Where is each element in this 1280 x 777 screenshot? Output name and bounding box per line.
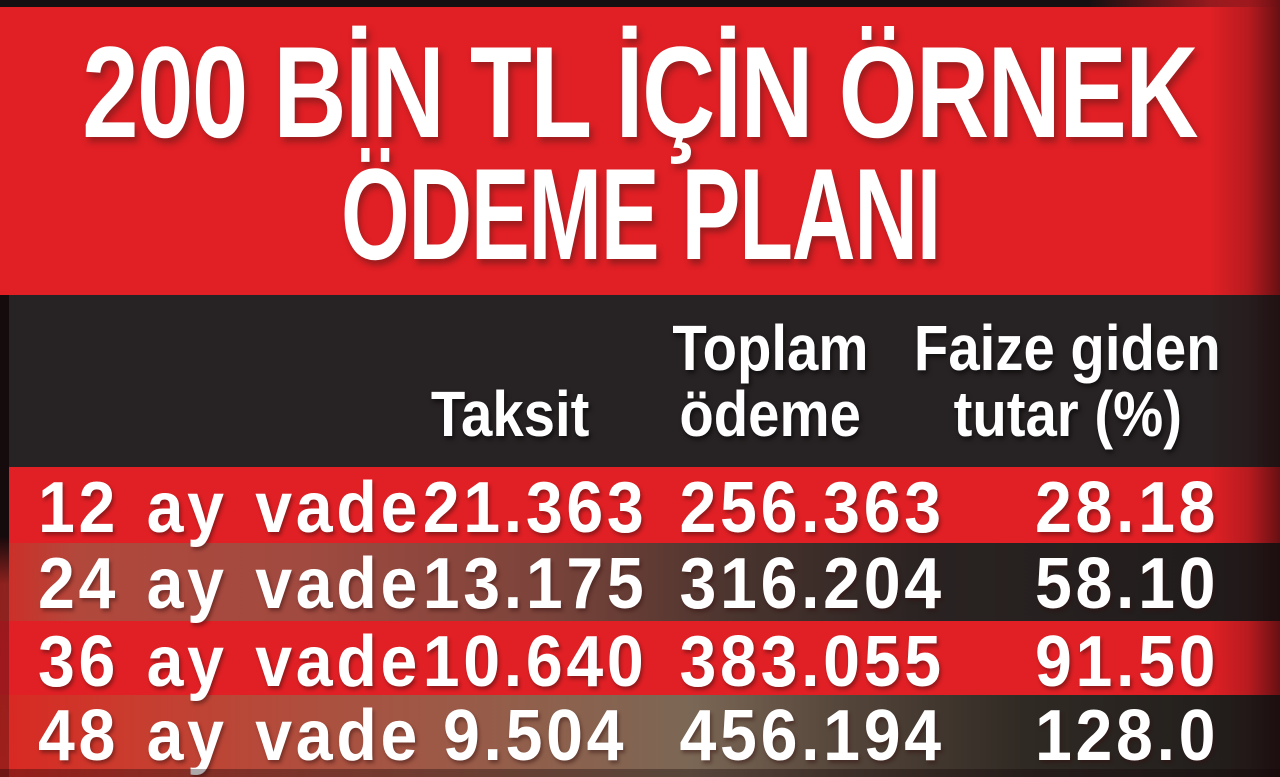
- column-header-faize-giden: Faize giden tutar (%): [914, 295, 1221, 467]
- cell-vade: 48 ay vade: [38, 696, 421, 776]
- cell-toplam-odeme: 316.204: [679, 544, 946, 624]
- column-header-vade-empty: [0, 295, 420, 467]
- page-title-line1: 200 BİN TL İÇİN ÖRNEK: [82, 18, 1199, 165]
- column-header-taksit: Taksit: [395, 295, 625, 467]
- top-border-artifact: [0, 0, 1280, 7]
- cell-faize-giden: 128.0: [1035, 696, 1220, 776]
- table-header-row: Taksit Toplam ödeme Faize giden tutar (%…: [0, 295, 1280, 467]
- cell-vade: 36 ay vade: [38, 622, 421, 702]
- column-header-taksit-label: Taksit: [430, 378, 590, 450]
- column-header-faiz-line1: Faize giden: [914, 312, 1221, 384]
- column-header-toplam-odeme: Toplam ödeme: [608, 295, 933, 467]
- cell-faize-giden: 91.50: [1035, 622, 1220, 702]
- table-row: 24 ay vade 13.175 316.204 58.10: [0, 543, 1280, 624]
- cell-faize-giden: 58.10: [1035, 544, 1220, 624]
- right-edge-shadow: [1210, 0, 1280, 777]
- cell-faize-giden: 28.18: [1035, 468, 1220, 548]
- cell-taksit: 13.175: [422, 544, 648, 624]
- table-body: 12 ay vade 21.363 256.363 28.18 24 ay va…: [0, 467, 1280, 777]
- cell-toplam-odeme: 456.194: [679, 696, 946, 776]
- table-row: 36 ay vade 10.640 383.055 91.50: [0, 621, 1280, 702]
- bottom-edge-shadow: [0, 769, 1280, 777]
- column-header-faiz-line2: tutar (%): [953, 378, 1182, 450]
- column-header-toplam-line1: Toplam: [672, 312, 869, 384]
- cell-toplam-odeme: 256.363: [679, 468, 946, 548]
- cell-taksit: 10.640: [422, 622, 648, 702]
- cell-taksit: 9.504: [442, 696, 628, 776]
- cell-vade: 24 ay vade: [38, 544, 421, 624]
- left-border-artifact: [0, 295, 9, 777]
- page-title-line2: ÖDEME PLANI: [340, 140, 941, 287]
- table-row: 48 ay vade 9.504 456.194 128.0: [0, 695, 1280, 777]
- cell-toplam-odeme: 383.055: [679, 622, 946, 702]
- cell-taksit: 21.363: [422, 468, 648, 548]
- title-band: 200 BİN TL İÇİN ÖRNEK ÖDEME PLANI: [0, 0, 1280, 295]
- cell-vade: 12 ay vade: [38, 468, 421, 548]
- column-header-toplam-line2: ödeme: [679, 378, 862, 450]
- table-row: 12 ay vade 21.363 256.363 28.18: [0, 467, 1280, 548]
